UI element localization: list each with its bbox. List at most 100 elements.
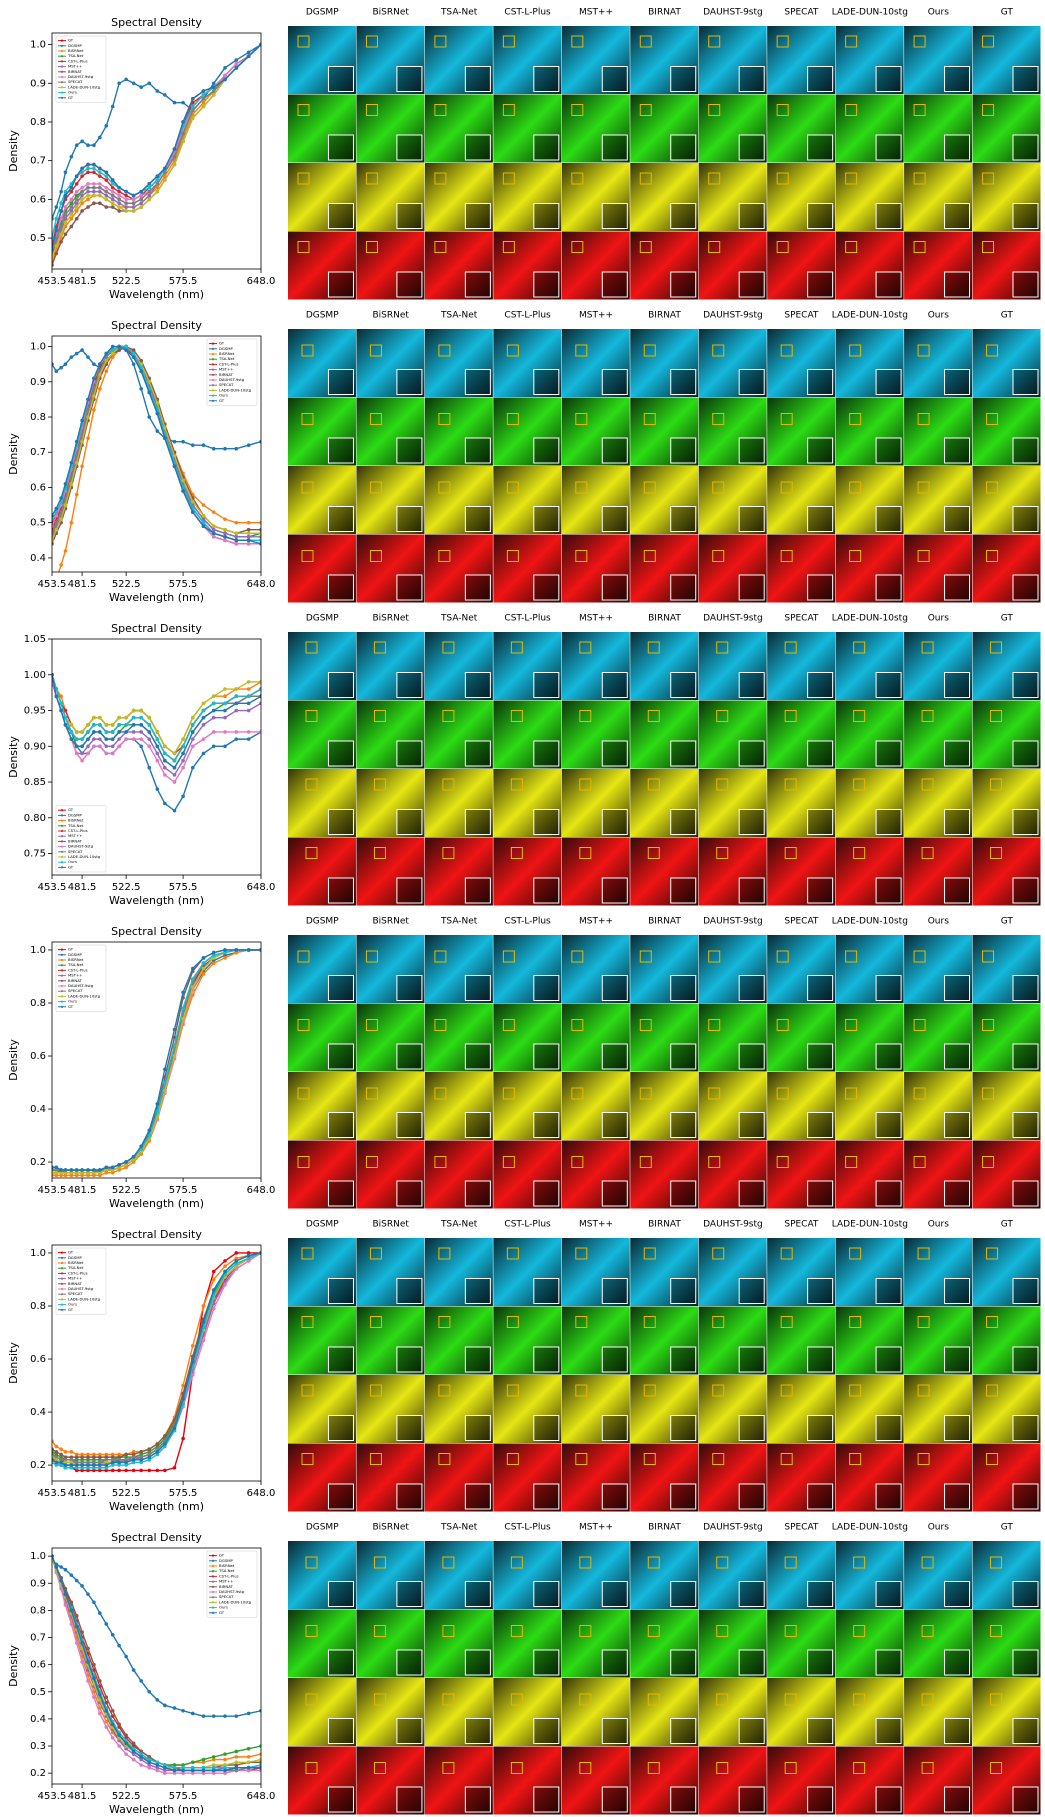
column-title: LADE-DUN-10stg xyxy=(832,614,908,624)
series-marker xyxy=(173,1466,177,1470)
image-grid: DGSMPBiSRNetTSA-NetCST-L-PlusMST++BIRNAT… xyxy=(288,1523,1041,1815)
legend-marker xyxy=(61,995,63,997)
legend-marker xyxy=(61,851,63,853)
legend-marker xyxy=(61,45,63,47)
series-marker xyxy=(64,170,68,174)
zoom-inset xyxy=(328,1416,353,1441)
series-marker xyxy=(147,391,151,395)
series-marker xyxy=(132,352,136,356)
series-marker xyxy=(70,521,74,525)
series-marker xyxy=(223,687,227,691)
series-marker xyxy=(247,1755,251,1759)
legend-marker xyxy=(212,1596,214,1598)
series-marker xyxy=(223,1758,227,1762)
series-marker xyxy=(75,182,79,186)
series-marker xyxy=(181,440,185,444)
y-tick-label: 0.8 xyxy=(30,1301,46,1312)
zoom-inset xyxy=(328,1113,353,1138)
zoom-inset xyxy=(397,1347,422,1372)
series-marker xyxy=(124,194,128,198)
zoom-inset xyxy=(534,1787,559,1812)
series-marker xyxy=(111,723,115,727)
series-marker xyxy=(111,1633,115,1637)
column-title: BiSRNet xyxy=(372,1523,409,1533)
series-marker xyxy=(75,217,79,221)
series-marker xyxy=(86,1592,90,1596)
zoom-inset xyxy=(739,507,764,532)
zoom-inset xyxy=(534,976,559,1001)
series-marker xyxy=(139,369,143,373)
legend-marker xyxy=(212,1607,214,1609)
zoom-inset xyxy=(671,1044,696,1069)
column-title: BiSRNet xyxy=(372,311,409,321)
column-title: BiSRNet xyxy=(372,1220,409,1230)
column-title: DGSMP xyxy=(306,8,339,18)
legend-label: GT xyxy=(68,95,74,100)
column-title: MST++ xyxy=(579,8,613,18)
series-marker xyxy=(202,723,206,727)
zoom-inset xyxy=(328,272,353,297)
series-marker xyxy=(80,198,84,202)
zoom-inset xyxy=(1013,370,1038,395)
series-marker xyxy=(80,744,84,748)
series-marker xyxy=(111,186,115,190)
y-tick-label: 0.9 xyxy=(30,78,46,89)
series-marker xyxy=(111,1469,115,1473)
zoom-inset xyxy=(602,810,627,835)
series-marker xyxy=(223,694,227,698)
series-marker xyxy=(111,1723,115,1727)
zoom-inset xyxy=(534,507,559,532)
series-marker xyxy=(212,961,216,965)
series-marker xyxy=(70,1622,74,1626)
series-marker xyxy=(181,795,185,799)
series-marker xyxy=(156,174,160,178)
series-marker xyxy=(156,401,160,405)
series-marker xyxy=(181,479,185,483)
zoom-inset xyxy=(328,135,353,160)
zoom-inset xyxy=(602,67,627,92)
series-marker xyxy=(202,1769,206,1773)
zoom-inset xyxy=(808,1181,833,1206)
series-marker xyxy=(191,1712,195,1716)
series-marker xyxy=(163,1704,167,1708)
zoom-inset xyxy=(945,976,970,1001)
zoom-inset xyxy=(808,673,833,698)
series-marker xyxy=(54,205,58,209)
zoom-inset xyxy=(465,1181,490,1206)
series-marker xyxy=(156,1442,160,1446)
series-marker xyxy=(59,209,63,213)
zoom-inset xyxy=(876,1416,901,1441)
series-marker xyxy=(212,1278,216,1282)
series-marker xyxy=(86,1463,90,1467)
series-marker xyxy=(234,1766,238,1770)
zoom-inset xyxy=(397,810,422,835)
legend-marker xyxy=(61,1293,63,1295)
y-tick-label: 0.90 xyxy=(24,741,46,752)
column-title: Ours xyxy=(928,1220,949,1230)
column-title: Ours xyxy=(928,311,949,321)
series-marker xyxy=(75,461,79,465)
series-marker xyxy=(202,89,206,93)
series-marker xyxy=(163,759,167,763)
series-marker xyxy=(202,1714,206,1718)
series-marker xyxy=(70,225,74,229)
series-marker xyxy=(223,1752,227,1756)
series-marker xyxy=(75,1625,79,1629)
legend-label: GT xyxy=(219,1610,225,1615)
series-marker xyxy=(70,1609,74,1613)
column-title: TSA-Net xyxy=(440,8,478,18)
zoom-inset xyxy=(602,1416,627,1441)
series-marker xyxy=(75,198,79,202)
zoom-inset xyxy=(465,1044,490,1069)
column-title: LADE-DUN-10stg xyxy=(832,1220,908,1230)
series-marker xyxy=(80,752,84,756)
series-marker xyxy=(64,1592,68,1596)
y-axis-label: Density xyxy=(7,1342,20,1384)
legend-marker xyxy=(212,384,214,386)
series-marker xyxy=(223,531,227,535)
series-marker xyxy=(223,1769,227,1773)
series-marker xyxy=(139,1469,143,1473)
series-marker xyxy=(86,1660,90,1664)
series-marker xyxy=(54,252,58,256)
